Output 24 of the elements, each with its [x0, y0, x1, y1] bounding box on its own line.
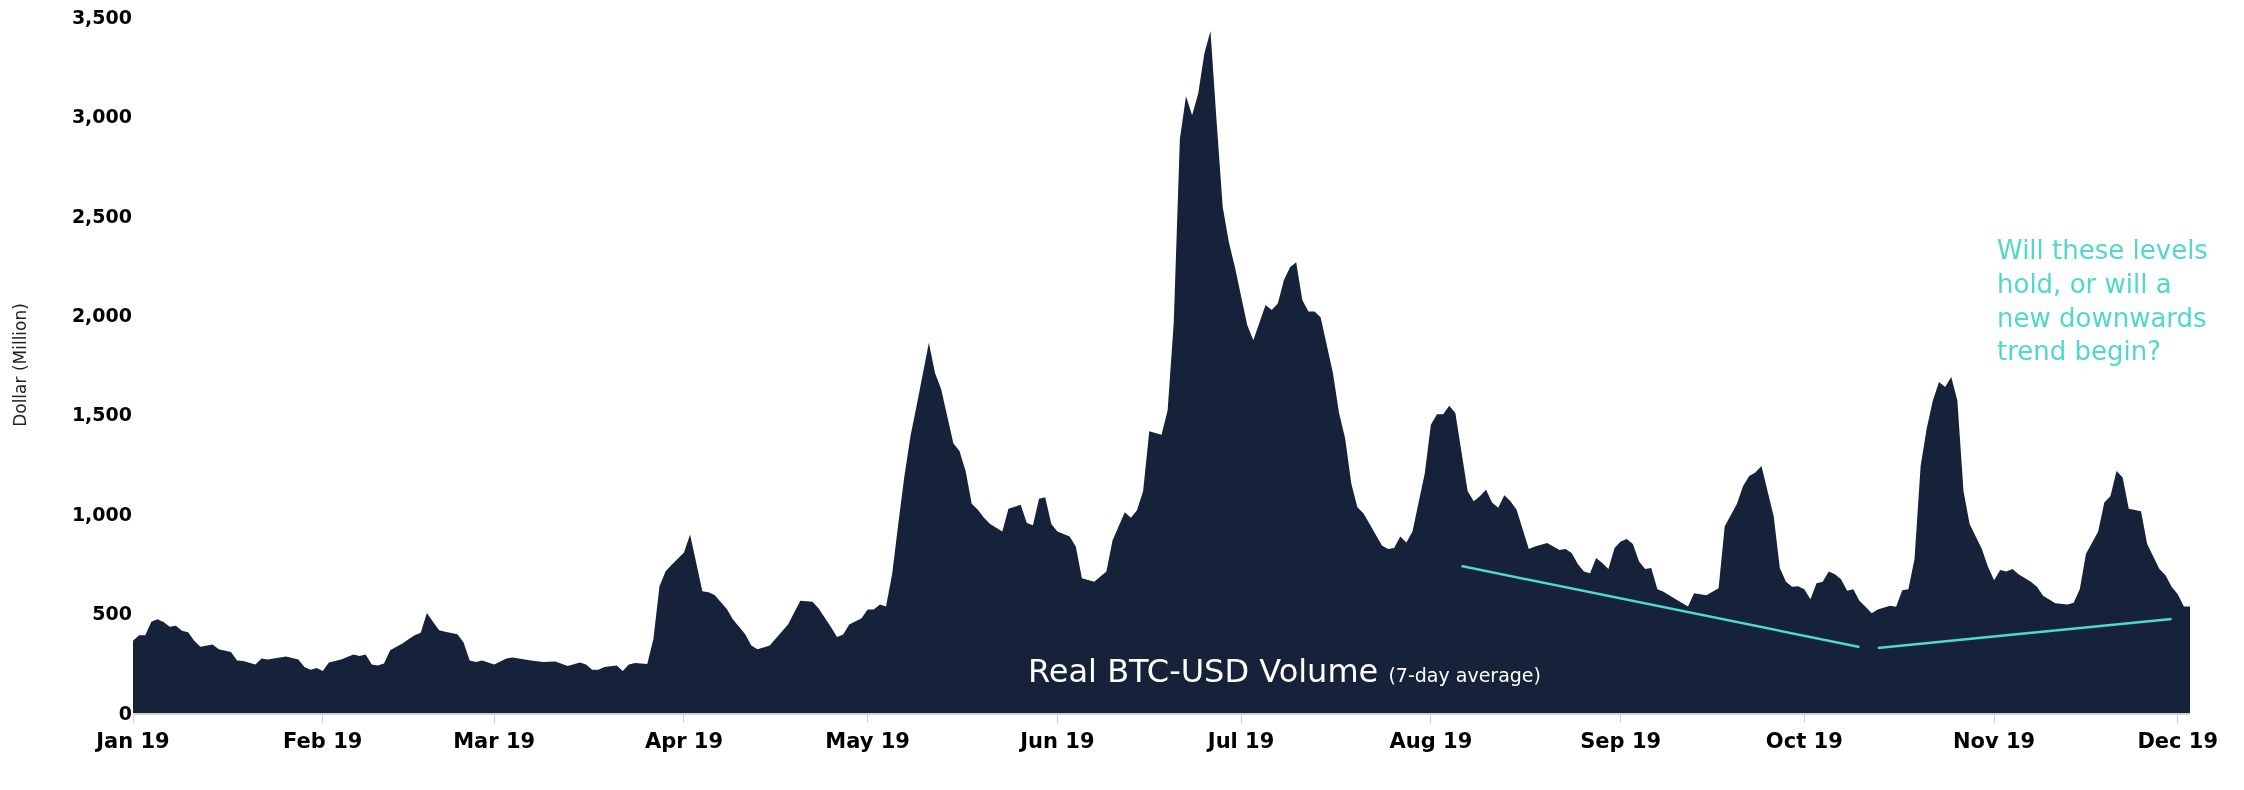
x-tick-label: Apr 19 — [644, 729, 724, 754]
x-tick-label: Oct 19 — [1765, 729, 1843, 754]
x-tick-label: Jan 19 — [94, 729, 170, 754]
y-tick-label: 3,500 — [71, 5, 132, 28]
x-tick-label: Dec 19 — [2137, 729, 2219, 754]
x-tick-label: Jul 19 — [1205, 729, 1275, 754]
text: Real BTC-USD Volume — [1028, 652, 1379, 690]
y-tick-label: 2,500 — [71, 204, 132, 227]
y-tick-label: 1,500 — [71, 403, 132, 426]
x-tick-label: Mar 19 — [453, 729, 536, 754]
annotation: Will these levels hold, or will a new downwards trend begin? — [1997, 235, 2208, 367]
text: (7-day average) — [1388, 664, 1541, 686]
y-tick-label: 500 — [92, 602, 132, 625]
y-tick-label: 3,000 — [71, 105, 132, 128]
x-tick-label: Sep 19 — [1580, 729, 1662, 754]
x-tick-label: Feb 19 — [283, 729, 363, 754]
y-tick-label: 2,000 — [71, 303, 132, 326]
y-tick-label: 1,000 — [71, 502, 132, 525]
x-tick-label: Jun 19 — [1018, 729, 1095, 754]
y-tick-label: 0 — [118, 701, 132, 724]
x-tick-label: Aug 19 — [1389, 729, 1473, 754]
x-tick-label: Nov 19 — [1952, 729, 2036, 754]
x-tick-label: May 19 — [825, 729, 910, 754]
y-axis-title: Dollar (Million) — [10, 303, 31, 427]
